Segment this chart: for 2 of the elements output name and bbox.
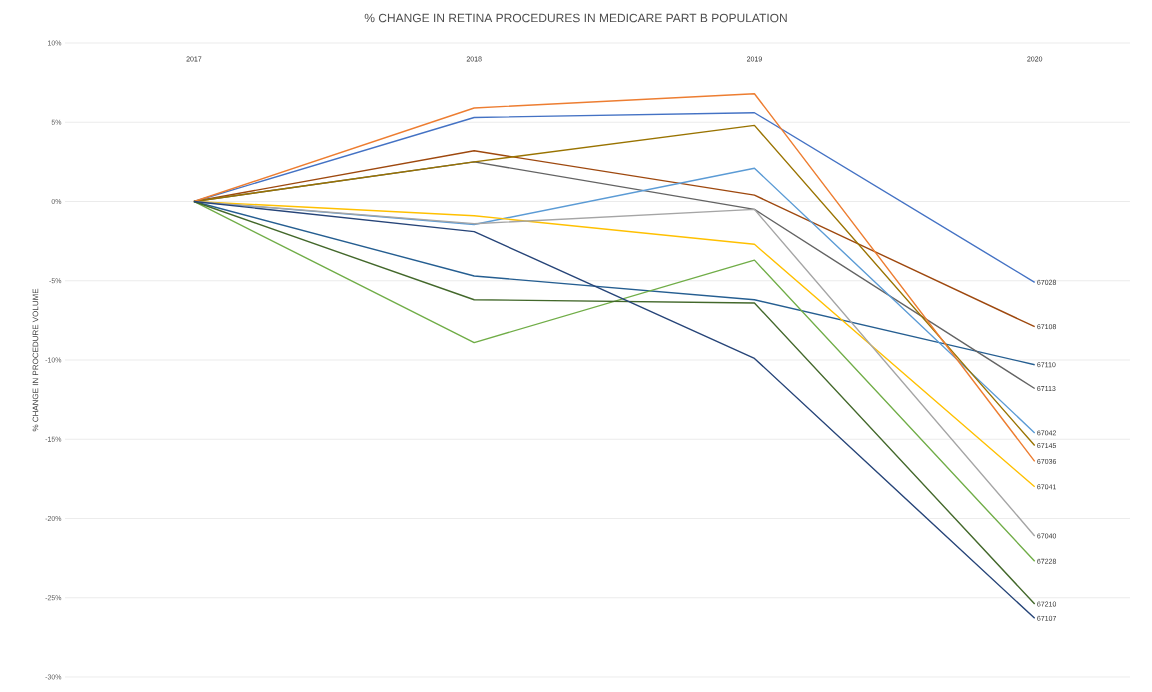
y-axis-title: % CHANGE IN PROCEDURE VOLUME — [32, 288, 39, 432]
chart-title: % CHANGE IN RETINA PROCEDURES IN MEDICARE PART B POPULATION — [364, 13, 787, 23]
